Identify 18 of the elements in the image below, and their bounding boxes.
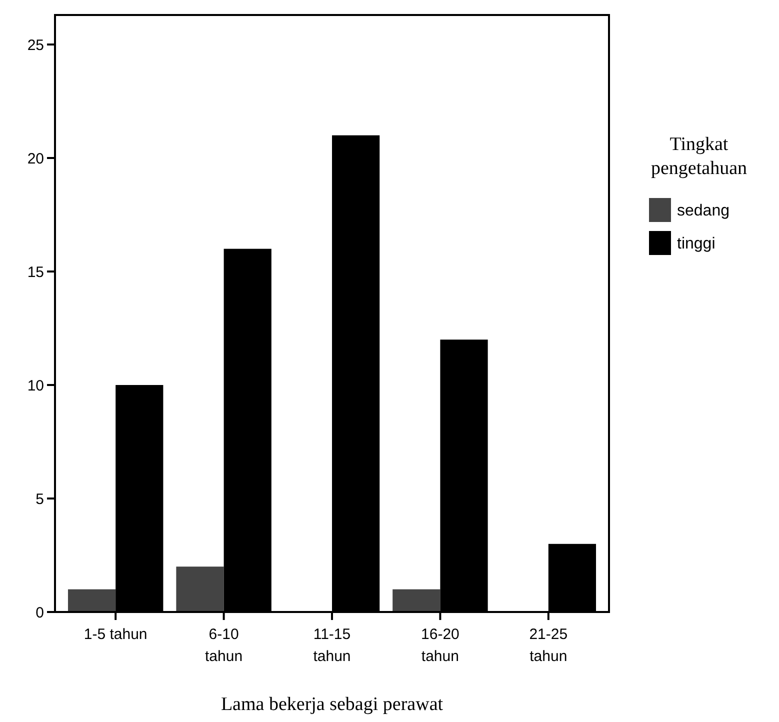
y-tick-label: 5 bbox=[36, 490, 44, 508]
x-tick-label: 16-20 tahun bbox=[421, 626, 460, 665]
y-tick-label: 20 bbox=[27, 150, 44, 168]
legend-title: Tingkat pengetahuan bbox=[650, 134, 748, 179]
bar bbox=[68, 589, 116, 612]
bar bbox=[176, 566, 224, 612]
x-axis-title: Lama bekerja sebagi perawat bbox=[220, 694, 444, 715]
y-tick-label: 0 bbox=[36, 604, 44, 622]
y-tick-label: 25 bbox=[27, 36, 44, 54]
x-tick-label: 21-25 tahun bbox=[529, 626, 568, 665]
x-tick-label: 6-10 tahun bbox=[205, 626, 243, 665]
legend-label: tinggi bbox=[677, 236, 716, 253]
y-tick-label: 10 bbox=[27, 377, 44, 394]
y-tick-label: 15 bbox=[27, 264, 44, 281]
x-tick-label: 1-5 tahun bbox=[84, 626, 148, 643]
x-tick-label: 11-15 tahun bbox=[313, 626, 351, 665]
legend-label: sedang bbox=[677, 202, 730, 220]
bar bbox=[392, 589, 440, 612]
